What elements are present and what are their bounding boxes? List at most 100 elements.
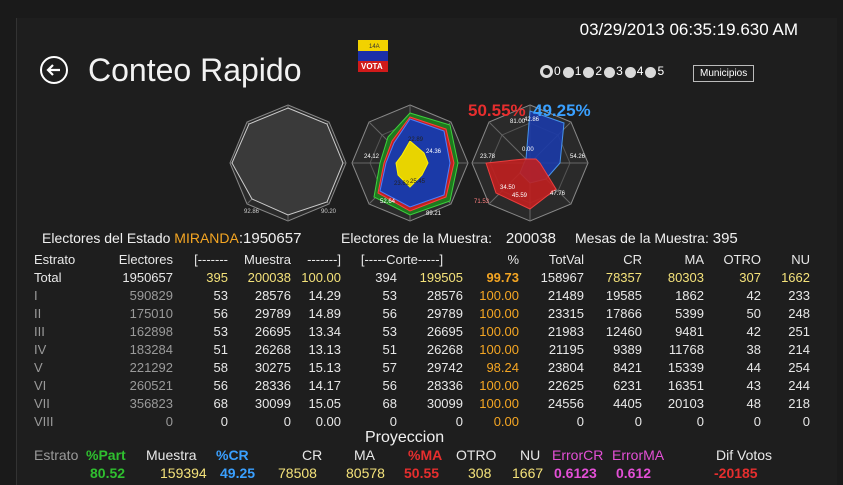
table-cell: 23804 bbox=[547, 359, 584, 375]
table-cell: 100.00 bbox=[479, 377, 519, 393]
table-cell: 260521 bbox=[129, 377, 173, 393]
table-cell: 38 bbox=[746, 341, 761, 357]
table-cell: 0 bbox=[634, 413, 642, 429]
table-cell: 57 bbox=[382, 359, 397, 375]
proy-otro: 308 bbox=[468, 465, 492, 481]
radio-1[interactable]: 1 bbox=[562, 64, 581, 78]
table-cell: 43 bbox=[746, 377, 761, 393]
col-header: [-----Corte-----] bbox=[360, 251, 444, 267]
estado-label: Electores del Estado bbox=[42, 230, 171, 246]
table-cell: 200038 bbox=[247, 269, 291, 285]
mesas-info: Mesas de la Muestra: 395 bbox=[575, 230, 738, 247]
table-cell: 0 bbox=[283, 413, 291, 429]
proy-ma: 80578 bbox=[346, 465, 385, 481]
proy-cr: 78508 bbox=[278, 465, 317, 481]
table-cell: 53 bbox=[382, 287, 397, 303]
table-cell: 51 bbox=[382, 341, 397, 357]
table-cell: 56 bbox=[382, 377, 397, 393]
radar3-label: 71.53 bbox=[474, 199, 490, 205]
col-header: Muestra bbox=[244, 251, 291, 267]
col-header: OTRO bbox=[723, 251, 761, 267]
table-cell: 26695 bbox=[254, 323, 291, 339]
table-header: Estrato Electores [------- Muestra -----… bbox=[34, 250, 810, 268]
table-cell: 24556 bbox=[547, 395, 584, 411]
table-cell: 0 bbox=[389, 413, 397, 429]
table-cell: Total bbox=[34, 269, 62, 285]
proy-nu: 1667 bbox=[512, 465, 544, 481]
table-cell: IV bbox=[34, 341, 47, 357]
table-cell: 221292 bbox=[129, 359, 173, 375]
table-cell: 30099 bbox=[254, 395, 291, 411]
table-cell: 100.00 bbox=[479, 341, 519, 357]
table-cell: 100.00 bbox=[479, 395, 519, 411]
table-row: VIII 0 0 0 0.00 0 0 0.00 0 0 0 0 0 bbox=[34, 412, 810, 430]
table-cell: 30099 bbox=[426, 395, 463, 411]
col-header: Electores bbox=[118, 251, 173, 267]
radio-0[interactable]: 0 bbox=[540, 64, 561, 78]
table-cell: 11768 bbox=[668, 341, 704, 357]
proy-label: Estrato bbox=[34, 447, 79, 463]
table-cell: 162898 bbox=[129, 323, 173, 339]
table-cell: 56 bbox=[382, 305, 397, 321]
radio-5[interactable]: 5 bbox=[645, 64, 664, 78]
col-header: NU bbox=[791, 251, 810, 267]
svg-text:14A: 14A bbox=[369, 44, 380, 50]
strata-table: Estrato Electores [------- Muestra -----… bbox=[34, 250, 810, 430]
table-cell: 13.13 bbox=[308, 341, 341, 357]
table-cell: 590829 bbox=[129, 287, 173, 303]
proy-label: ErrorCR bbox=[552, 447, 604, 463]
table-cell: 21489 bbox=[547, 287, 584, 303]
table-cell: 6231 bbox=[613, 377, 642, 393]
table-cell: 0 bbox=[165, 413, 173, 429]
table-cell: 98.24 bbox=[486, 359, 519, 375]
table-cell: 0 bbox=[753, 413, 761, 429]
table-cell: 14.17 bbox=[308, 377, 341, 393]
table-cell: 50 bbox=[746, 305, 761, 321]
proy-pct-cr: 49.25 bbox=[220, 465, 256, 481]
radar2-label: 22.89 bbox=[408, 137, 424, 143]
table-cell: 158967 bbox=[540, 269, 584, 285]
proy-label: CR bbox=[302, 447, 323, 463]
radio-3[interactable]: 3 bbox=[604, 64, 623, 78]
radar1-label: 90.20 bbox=[321, 209, 337, 215]
back-button[interactable] bbox=[40, 56, 68, 84]
vota-flag-logo: 14A VOTA bbox=[358, 40, 388, 72]
col-header: TotVal bbox=[548, 251, 584, 267]
municipios-button[interactable]: Municipios bbox=[693, 65, 755, 82]
table-cell: 13.34 bbox=[308, 323, 341, 339]
table-cell: 100.00 bbox=[301, 269, 341, 285]
table-cell: 53 bbox=[382, 323, 397, 339]
table-cell: 28576 bbox=[426, 287, 463, 303]
table-row: I 590829 53 28576 14.29 53 28576 100.00 21489 195… bbox=[34, 286, 810, 304]
table-cell: 68 bbox=[382, 395, 397, 411]
table-cell: 0 bbox=[696, 413, 704, 429]
table-cell: 199505 bbox=[419, 269, 463, 285]
svg-text:VOTA: VOTA bbox=[361, 62, 383, 71]
table-cell: 0 bbox=[802, 413, 810, 429]
table-cell: 21983 bbox=[547, 323, 584, 339]
table-cell: 28336 bbox=[254, 377, 291, 393]
table-cell: 15339 bbox=[667, 359, 704, 375]
proy-muestra: 159394 bbox=[160, 465, 207, 481]
table-cell: I bbox=[34, 287, 38, 303]
table-cell: 80303 bbox=[667, 269, 704, 285]
proyeccion-title: Proyeccion bbox=[365, 429, 445, 446]
table-cell: 29789 bbox=[426, 305, 463, 321]
table-cell: 20103 bbox=[667, 395, 704, 411]
radio-4[interactable]: 4 bbox=[624, 64, 643, 78]
table-cell: 28336 bbox=[426, 377, 463, 393]
mesas-label: Mesas de la Muestra: bbox=[575, 230, 709, 246]
mesas-value: 395 bbox=[712, 230, 738, 247]
table-cell: 100.00 bbox=[479, 323, 519, 339]
proy-label: Muestra bbox=[146, 447, 197, 463]
radio-2[interactable]: 2 bbox=[583, 64, 602, 78]
table-cell: 0.00 bbox=[315, 413, 341, 429]
table-cell: 44 bbox=[746, 359, 761, 375]
table-cell: 0 bbox=[220, 413, 228, 429]
proy-label: ErrorMA bbox=[612, 447, 665, 463]
radar-charts: 96.51 92.86 90.20 22.89 24.12 23.62 25.4… bbox=[229, 104, 589, 222]
table-cell: VII bbox=[34, 395, 50, 411]
table-cell: III bbox=[34, 323, 45, 339]
table-cell: 0 bbox=[576, 413, 584, 429]
table-row: VII 356823 68 30099 15.05 68 30099 100.00 24556 4… bbox=[34, 394, 810, 412]
